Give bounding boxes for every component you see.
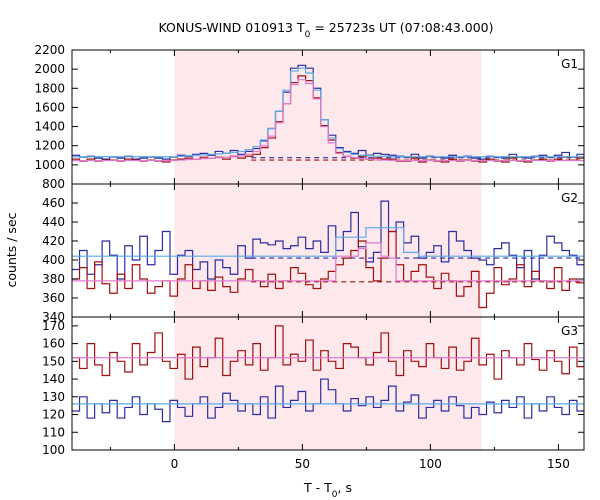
y-tick-label: 150 <box>42 354 65 368</box>
y-tick-label: 440 <box>42 215 65 229</box>
y-tick-label: 800 <box>42 177 65 191</box>
y-axis-title: counts / sec <box>4 212 19 287</box>
y-tick-label: 1000 <box>34 158 65 172</box>
y-tick-label: 1600 <box>34 100 65 114</box>
panel-g2: 340 360 380 400 420 440 460 G2 <box>42 183 585 324</box>
panel-label: G2 <box>561 191 578 205</box>
x-axis-title: T - T0, s <box>303 480 352 500</box>
series-line <box>72 230 584 309</box>
y-tick-label: 380 <box>42 272 65 286</box>
plot-area: 8001000120014001600180020002200G13403603… <box>34 43 585 471</box>
y-tick-label: 170 <box>42 319 65 333</box>
panel-label: G3 <box>561 324 578 338</box>
series-line <box>72 325 584 380</box>
panel-series <box>72 64 584 163</box>
panel-g1: 800 1000 1200 1400 1600 1800 2000 2200 G1 <box>34 43 585 191</box>
panel-g3: 100 110 120 130 140 150 160 170 G3 <box>42 316 585 457</box>
panel-label: G1 <box>561 57 578 71</box>
y-tick-label: 110 <box>42 425 65 439</box>
series-line <box>72 67 584 158</box>
y-tick-label: 140 <box>42 372 65 386</box>
series-line <box>72 79 584 162</box>
x-tick-label: 100 <box>419 457 442 471</box>
y-tick-label: 1400 <box>34 120 65 134</box>
y-tick-label: 400 <box>42 253 65 267</box>
panel-series <box>72 200 584 309</box>
y-tick-label: 1800 <box>34 81 65 95</box>
y-tick-label: 2200 <box>34 43 65 57</box>
y-tick-label: 120 <box>42 408 65 422</box>
series-line <box>72 242 584 282</box>
x-tick-label: 150 <box>547 457 570 471</box>
y-tick-label: 160 <box>42 337 65 351</box>
panel-series <box>72 325 584 423</box>
y-tick-label: 420 <box>42 234 65 248</box>
y-tick-label: 130 <box>42 390 65 404</box>
y-tick-label: 460 <box>42 196 65 210</box>
shaded-interval <box>174 50 482 184</box>
panel-frame <box>71 316 585 451</box>
y-tick-label: 1200 <box>34 139 65 153</box>
x-tick-label: 50 <box>295 457 310 471</box>
series-line <box>72 227 584 257</box>
y-tick-label: 360 <box>42 291 65 305</box>
y-tick-label: 100 <box>42 443 65 457</box>
y-tick-label: 2000 <box>34 62 65 76</box>
y-tick-label: 340 <box>42 310 65 324</box>
chart-title: KONUS-WIND 010913 T0 = 25723s UT (07:08:… <box>158 20 493 40</box>
x-tick-label: 0 <box>171 457 179 471</box>
